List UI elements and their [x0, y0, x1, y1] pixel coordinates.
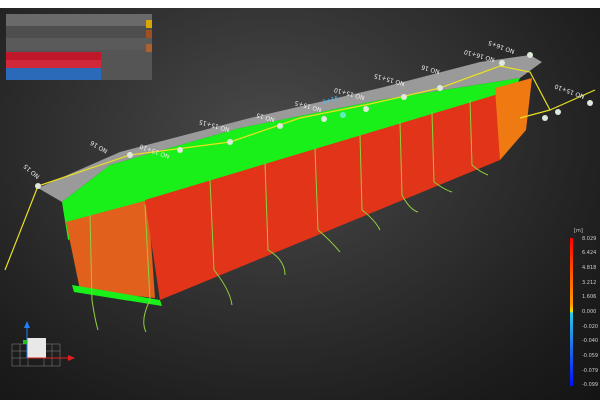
legend-tick: 6.424 — [582, 250, 597, 256]
station-label: NO 16 — [89, 139, 109, 155]
station-point[interactable] — [401, 94, 407, 100]
station-point[interactable] — [227, 139, 233, 145]
station-point[interactable] — [127, 152, 133, 158]
station-point-selected[interactable] — [340, 112, 346, 118]
station-point[interactable] — [555, 109, 561, 115]
station-label: NO 15+10 — [554, 82, 586, 99]
station-label: NO 15 — [255, 111, 275, 123]
axis-gizmo[interactable] — [8, 318, 78, 373]
red-wall-face — [145, 92, 505, 300]
station-point[interactable] — [363, 106, 369, 112]
station-label-selected: 1+15 — [322, 95, 340, 106]
point-cloud-top — [38, 55, 542, 202]
z-axis-arrow-icon — [24, 321, 30, 328]
station-point[interactable] — [437, 85, 443, 91]
right-end-wall — [495, 78, 532, 160]
window-top-strip — [0, 0, 600, 8]
station-label: NO 15 — [22, 162, 41, 180]
gizmo-cube — [27, 338, 46, 358]
station-point[interactable] — [587, 100, 593, 106]
y-axis-icon — [23, 340, 27, 344]
station-point[interactable] — [499, 60, 505, 66]
station-label: NO 16 — [420, 63, 440, 75]
legend-tick: 3.212 — [582, 280, 597, 286]
station-label: NO 16+10 — [463, 48, 495, 63]
x-axis-arrow-icon — [68, 355, 75, 361]
section-lines — [89, 99, 489, 333]
station-points — [35, 52, 593, 189]
color-scale-legend: [m] 8.029 6.424 4.818 3.212 1.606 0.000 … — [560, 228, 600, 393]
station-label: NO 16+5 — [487, 39, 515, 55]
route-line — [4, 65, 596, 271]
legend-tick: -0.020 — [582, 324, 599, 330]
legend-tick: -0.079 — [582, 368, 599, 374]
station-point[interactable] — [35, 183, 41, 189]
station-point[interactable] — [527, 52, 533, 58]
legend-tick: 0.000 — [582, 309, 597, 315]
legend-tick: -0.099 — [582, 382, 599, 388]
info-panel-redacted — [6, 14, 152, 80]
legend-tick: -0.059 — [582, 353, 599, 359]
station-point[interactable] — [177, 147, 183, 153]
legend-tick: -0.040 — [582, 338, 599, 344]
station-point[interactable] — [321, 116, 327, 122]
legend-color-bar — [570, 238, 573, 386]
legend-tick: 1.606 — [582, 294, 597, 300]
station-label: NO 15+15 — [373, 72, 405, 87]
left-end-wall — [66, 200, 155, 298]
station-point[interactable] — [542, 115, 548, 121]
legend-tick: 8.029 — [582, 236, 597, 242]
legend-unit: [m] — [574, 228, 583, 234]
station-point[interactable] — [277, 123, 283, 129]
green-base-left — [72, 285, 162, 306]
legend-tick: 4.818 — [582, 265, 597, 271]
